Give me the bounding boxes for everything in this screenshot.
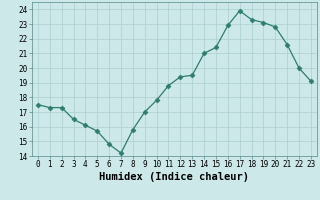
X-axis label: Humidex (Indice chaleur): Humidex (Indice chaleur)	[100, 172, 249, 182]
